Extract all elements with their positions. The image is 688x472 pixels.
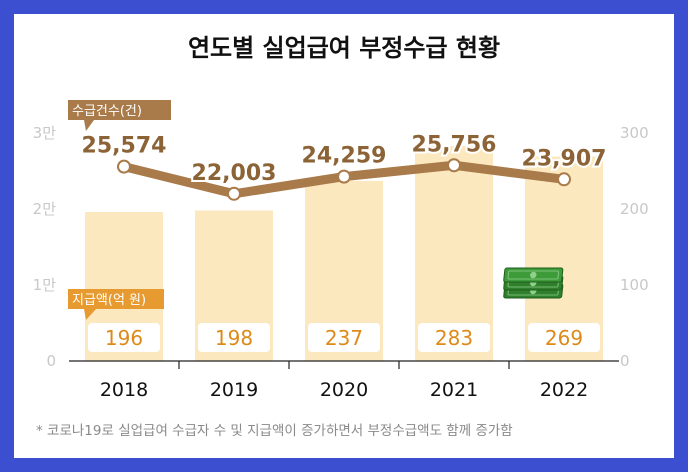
line-point: [557, 172, 571, 187]
cash-bill-border: [507, 270, 559, 280]
cash-bill-seal: [530, 271, 537, 279]
line-point: [227, 186, 241, 201]
line-point: [117, 159, 131, 174]
cash-bill: [503, 267, 564, 283]
line-series-tag-shape: [68, 100, 171, 131]
x-axis-label: 2020: [320, 379, 368, 401]
right-tick-label: 300: [620, 124, 649, 142]
bar-value-box: [88, 323, 160, 352]
x-axis-label: 2019: [210, 379, 258, 401]
bar-value-box: [528, 323, 600, 352]
line-value-label: 24,259: [302, 144, 387, 169]
line-point: [447, 158, 461, 173]
right-axis-ticks: 0 100 200 300: [620, 124, 649, 370]
bar-value-label: 269: [545, 326, 583, 350]
chart-card: 연도별 실업급여 부정수급 현황 0 1만 2만 3만 0 100 200 300 25,5…: [14, 14, 674, 458]
left-tick-label: 0: [46, 352, 56, 370]
bar-series-tag-shape: [68, 289, 164, 320]
line-value-label: 23,907: [522, 146, 607, 171]
left-axis-ticks: 0 1만 2만 3만: [33, 124, 57, 370]
bar-value-label: 198: [215, 326, 253, 350]
bar-value-label: 283: [435, 326, 473, 350]
right-tick-label: 0: [620, 352, 630, 370]
series-tags: 수급건수(건) 지급액(억 원): [68, 100, 171, 320]
chart-title: 연도별 실업급여 부정수급 현황: [188, 34, 500, 62]
cash-stack-icon: [503, 267, 564, 299]
bar-value-box: [198, 323, 270, 352]
x-axis-label: 2022: [540, 379, 588, 401]
line-series: 25,574 22,003 24,259 25,756 23,907: [80, 130, 608, 201]
x-axis-label: 2021: [430, 379, 478, 401]
line-value-label: 25,756: [412, 132, 497, 157]
line-point: [337, 169, 351, 184]
bar-value-box: [308, 323, 380, 352]
left-tick-label: 3만: [33, 124, 57, 142]
right-tick-label: 200: [620, 200, 649, 218]
left-tick-label: 2만: [33, 200, 57, 218]
bar-value-box: [418, 323, 490, 352]
bar-value-label: 196: [105, 326, 143, 350]
line-value-label: 25,574: [82, 134, 167, 159]
line-value-label: 22,003: [192, 161, 277, 186]
x-axis-labels: 2018 2019 2020 2021 2022: [100, 379, 588, 401]
bar-value-labels: 196 198 237 283 269: [88, 323, 600, 352]
line-series-tag: 수급건수(건): [72, 104, 142, 119]
bar-value-label: 237: [325, 326, 363, 350]
left-tick-label: 1만: [33, 276, 57, 294]
chart-svg: 연도별 실업급여 부정수급 현황 0 1만 2만 3만 0 100 200 300 25,5…: [33, 34, 649, 439]
right-tick-label: 100: [620, 276, 649, 294]
bar-series-tag: 지급액(억 원): [72, 293, 146, 308]
footnote: * 코로나19로 실업급여 수급자 수 및 지급액이 증가하면서 부정수급액도 …: [36, 423, 513, 439]
x-axis-line: [69, 360, 619, 369]
x-axis-label: 2018: [100, 379, 148, 401]
